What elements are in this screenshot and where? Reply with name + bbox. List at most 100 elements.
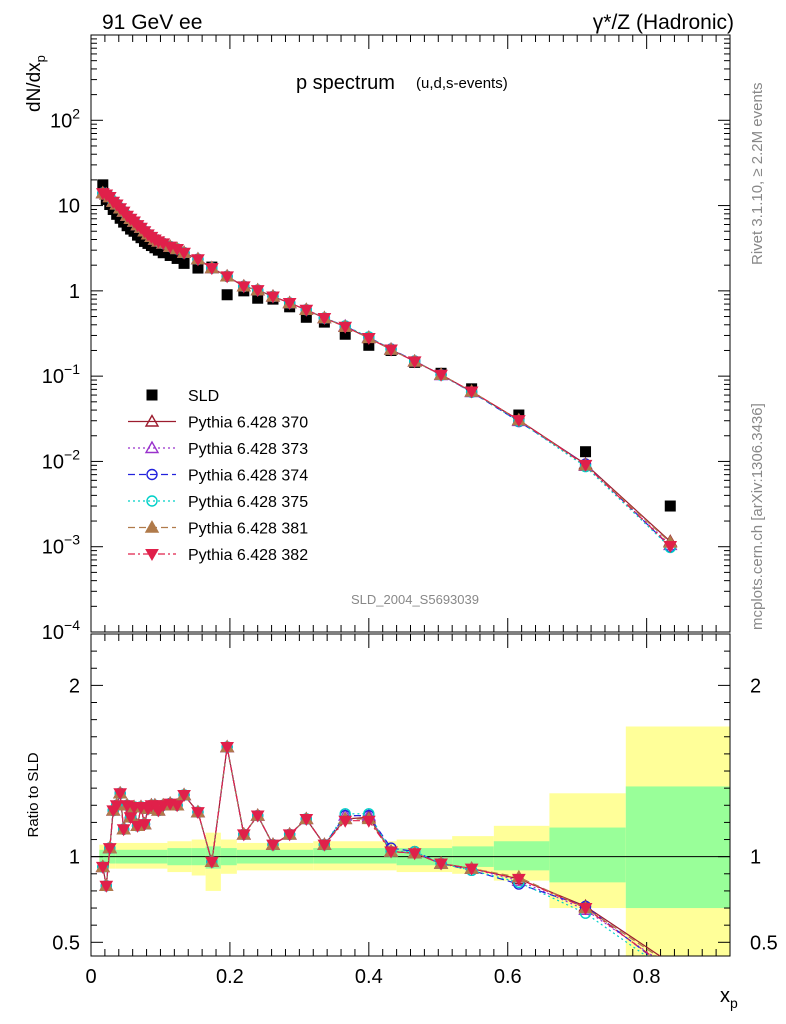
legend-item-pythia-6-428-374: Pythia 6.428 374 [128,468,308,485]
data-point-sld [157,247,169,259]
ratio-point-pythia-6-428-382 [116,824,131,837]
main-y-axis-label: dN/dxp [24,55,48,112]
data-point-sld [164,249,176,261]
ratio-panel: Ratio to SLD 0.5 0.51 12 20 0.2 0.4 0.6 0.8 xp [25,633,778,1011]
legend-marker [144,440,160,454]
ratio-y-tick-label: 2 [69,675,80,697]
x-tick-label: 0 [85,966,96,988]
ratio-y-tick-label-right: 0.5 [750,932,778,954]
legend-item-sld: SLD [146,388,219,405]
data-point-pythia-6-428-382 [464,386,479,399]
ratio-y-tick-label: 0.5 [52,932,80,954]
legend-marker [145,549,159,562]
legend-item-pythia-6-428-370: Pythia 6.428 370 [128,414,308,432]
ratio-point-pythia-6-428-382 [99,880,114,893]
main-y-tick-label: 102 [50,105,80,132]
main-y-tick-label: 10 [58,196,80,218]
data-point-pythia-6-428-382 [578,459,593,472]
legend-marker [146,468,158,481]
x-tick-label: 0.4 [355,966,383,988]
data-point-pythia-6-428-382 [266,291,280,304]
data-point-pythia-6-428-382 [204,263,219,276]
ratio-y-tick-label: 1 [69,847,80,869]
ratio-point-pythia-6-428-382 [177,790,191,803]
main-y-tick-label: 10−1 [42,361,80,388]
legend-item-pythia-6-428-381: Pythia 6.428 381 [128,520,308,538]
data-point-pythia-6-428-382 [191,254,205,267]
ratio-line-pythia-6-428-375 [102,746,648,956]
ratio-point-pythia-6-428-382 [282,829,297,842]
uncertainty-band-inner [493,841,550,871]
legend-label: Pythia 6.428 375 [188,494,308,511]
data-point-sld [171,252,183,264]
ratio-point-pythia-6-428-382 [434,858,448,871]
ratio-y-axis-label: Ratio to SLD [25,752,42,837]
data-point-pythia-6-428-382 [317,313,332,326]
data-point-sld [97,179,109,191]
data-point-pythia-6-428-382 [177,247,191,260]
ratio-point-pythia-6-428-382 [170,800,184,813]
main-subtitle: (u,d,s-events) [416,75,508,92]
data-point-pythia-6-428-382 [220,271,234,284]
ratio-y-tick-label-right: 2 [750,675,761,697]
ratio-point-pythia-6-428-382 [250,810,265,823]
ratio-point-pythia-6-428-382 [578,903,593,916]
data-point-pythia-6-428-382 [663,540,678,553]
data-point-pythia-6-428-382 [338,321,353,334]
ratio-point-pythia-6-428-382 [102,843,117,856]
process-label: γ*/Z (Hadronic) [593,11,734,34]
data-point-sld [300,311,312,323]
uncertainty-band-inner [313,848,397,864]
legend-label: Pythia 6.428 370 [188,415,308,432]
ratio-point-pythia-6-428-382 [299,813,314,826]
main-y-tick-label: 10−2 [42,446,80,473]
legend-marker [144,414,160,427]
data-point-sld [363,339,375,351]
uncertainty-band-inner [625,786,730,909]
svg-text:dN/dxp: dN/dxp [24,55,48,112]
ratio-point-pythia-6-428-382 [361,815,376,828]
ratio-point-pythia-6-428-382 [266,839,280,852]
ratio-point-pythia-6-428-382 [236,829,251,842]
data-point-sld [178,257,190,269]
x-tick-label: 0.2 [216,966,244,988]
legend-label: Pythia 6.428 382 [188,547,308,564]
legend-marker [146,389,158,401]
data-point-pythia-6-428-382 [407,356,422,369]
legend-label: SLD [188,388,219,405]
data-point-sld [192,262,204,274]
energy-label: 91 GeV ee [102,11,202,34]
x-tick-label: 0.8 [633,966,661,988]
ratio-point-pythia-6-428-382 [137,819,152,832]
ratio-point-pythia-6-428-382 [123,812,138,825]
legend-item-pythia-6-428-373: Pythia 6.428 373 [128,440,308,458]
watermark: SLD_2004_S5693039 [351,592,479,607]
ratio-point-pythia-6-428-382 [511,873,526,886]
legend: SLD Pythia 6.428 370 Pythia 6.428 373 Pythi… [128,388,308,564]
data-point-pythia-6-428-382 [282,298,297,311]
data-point-sld [664,500,676,512]
data-point-pythia-6-428-382 [361,333,376,346]
ratio-y-tick-label-right: 1 [750,847,761,869]
ratio-point-pythia-6-428-382 [338,815,353,828]
uncertainty-band-inner [549,827,626,883]
x-tick-label: 0.6 [494,966,522,988]
ratio-point-pythia-6-428-382 [220,742,234,755]
ratio-point-pythia-6-428-382 [191,807,205,820]
legend-label: Pythia 6.428 381 [188,521,308,538]
ratio-point-pythia-6-428-382 [317,839,332,852]
ratio-point-pythia-6-428-382 [464,863,479,876]
mcplots-label: mcplots.cern.ch [arXiv:1306.3436] [749,403,766,630]
data-point-pythia-6-428-382 [299,304,314,317]
legend-item-pythia-6-428-382: Pythia 6.428 382 [128,547,308,564]
legend-marker [144,520,160,533]
data-point-pythia-6-428-382 [511,415,526,428]
ratio-point-pythia-6-428-382 [204,856,219,869]
data-point-sld [252,292,264,304]
legend-item-pythia-6-428-375: Pythia 6.428 375 [128,494,308,511]
main-y-tick-label: 10−3 [42,532,80,559]
rivet-label: Rivet 3.1.10, ≥ 2.2M events [749,83,766,266]
ratio-point-pythia-6-428-382 [384,846,398,859]
data-point-pythia-6-428-382 [250,285,265,298]
